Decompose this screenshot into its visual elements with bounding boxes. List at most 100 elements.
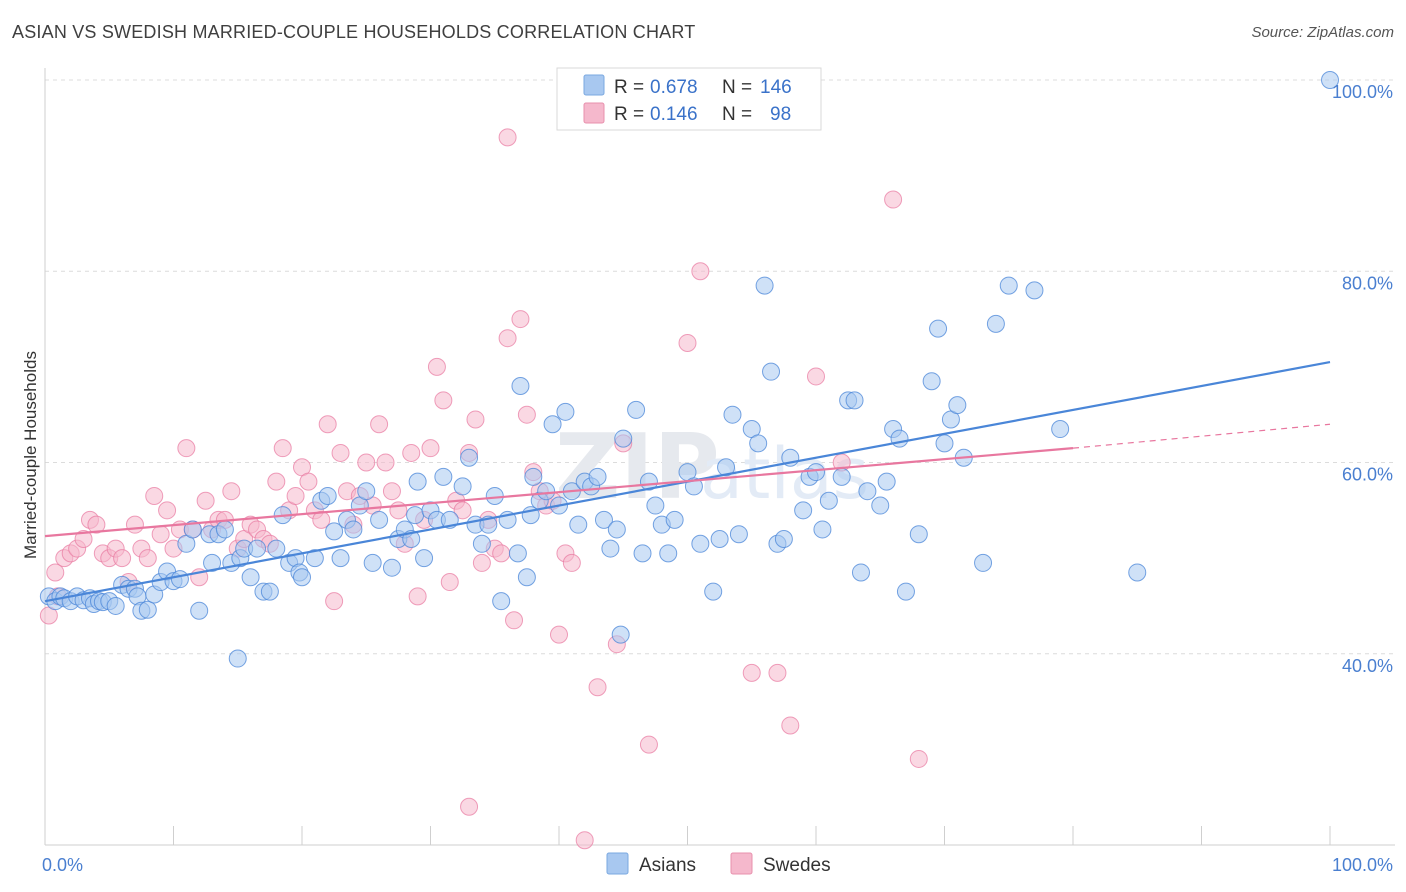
asians-point [331,549,350,568]
swedes-point [498,329,517,348]
trend-lines [44,361,1331,603]
legend-n-label-asians: N = [722,77,752,98]
y-tick-label: 80.0% [1342,273,1393,293]
asians-point [858,482,877,501]
asians-point [794,501,813,520]
asians-point [922,372,941,391]
swedes-point [517,405,536,424]
asians-point [453,477,472,496]
asians-point [524,467,543,486]
swedes-point [177,439,196,458]
swedes-point [421,439,440,458]
y-tick-label: 60.0% [1342,465,1393,485]
asians-point [774,530,793,548]
swedes-point [222,482,241,501]
swedes-point [125,515,144,534]
y-tick-label: 100.0% [1332,82,1393,102]
asians-point [646,496,665,515]
asians-point [896,582,915,601]
swedes-point [113,549,132,568]
asians-point [691,534,710,553]
asians-point [588,467,607,486]
swedes-point [434,391,453,410]
swedes-point [498,128,517,147]
asians-point [749,434,768,453]
asians-point [723,405,742,424]
asians-point [363,553,382,572]
asians-point [601,539,620,558]
bottom-legend-label-swedes: Swedes [763,855,831,876]
asians-point [717,458,736,477]
asians-point [594,510,613,529]
legend-r-value-swedes: 0.146 [650,104,698,125]
axes [44,68,1395,846]
swedes-point [74,530,93,548]
asians-point [325,522,344,541]
asians-point [492,592,511,611]
swedes-point [312,510,331,529]
asians-point [382,558,401,577]
asians-point [344,520,363,539]
swedes-point [678,333,697,352]
swedes-trend-extension [1072,423,1331,449]
asians-point [986,314,1005,333]
bottom-legend-label-asians: Asians [639,855,696,876]
swedes-point [325,592,344,611]
swedes-point [145,486,164,505]
swedes-point [402,443,421,462]
swedes-point [588,678,607,697]
swedes-point [511,310,530,329]
legend-n-value-asians: 146 [760,77,792,98]
asians-point [607,520,626,539]
asians-point [633,544,652,563]
x-tick-label: 100.0% [1332,855,1393,875]
asians-point [929,319,948,338]
asians-point [511,377,530,395]
asians-point [434,467,453,486]
asians-point [370,510,389,529]
swedes-point [267,472,286,491]
asians-point [556,402,575,421]
swedes-point [299,472,318,491]
asians-point [106,596,125,615]
swedes-point [440,573,459,592]
asians-point [543,415,562,434]
swedes-point [286,486,305,505]
swedes-point [550,625,568,644]
x-tick-label: 0.0% [42,855,83,875]
swedes-point [505,611,524,630]
asians-point [215,520,234,539]
asians-point [1128,563,1147,582]
swedes-point [46,563,65,582]
series-legend: Asians Swedes [606,852,831,876]
chart-title: ASIAN VS SWEDISH MARRIED-COUPLE HOUSEHOL… [12,22,696,42]
asians-point [415,549,434,568]
y-axis-label: Married-couple Households [21,351,40,559]
asians-point [406,506,425,525]
asians-point [569,515,588,534]
chart-source: Source: ZipAtlas.com [1251,24,1394,41]
swedes-point [382,482,401,501]
legend-r-value-asians: 0.678 [650,77,698,98]
asians-point [248,539,267,558]
asians-point [190,601,209,620]
legend-n-label-swedes: N = [722,104,752,125]
asians-point [807,463,825,482]
swedes-point [331,443,350,462]
asians-point [935,434,954,453]
asians-point [845,391,864,410]
asians-point [508,544,527,563]
swedes-point [472,553,491,572]
asians-point [267,539,286,558]
bottom-legend-swatch-swedes [730,852,753,875]
asians-point [305,549,324,568]
asians-point [890,429,909,448]
bottom-legend-swatch-asians [606,852,629,875]
legend-r-label-swedes: R = [614,104,644,125]
asians-point [665,510,684,529]
correlation-legend: R = 0.678 N = 146 R = 0.146 N = 98 [556,67,822,131]
swedes-point [466,410,485,429]
asians-point [241,568,260,587]
swedes-point [768,663,787,682]
